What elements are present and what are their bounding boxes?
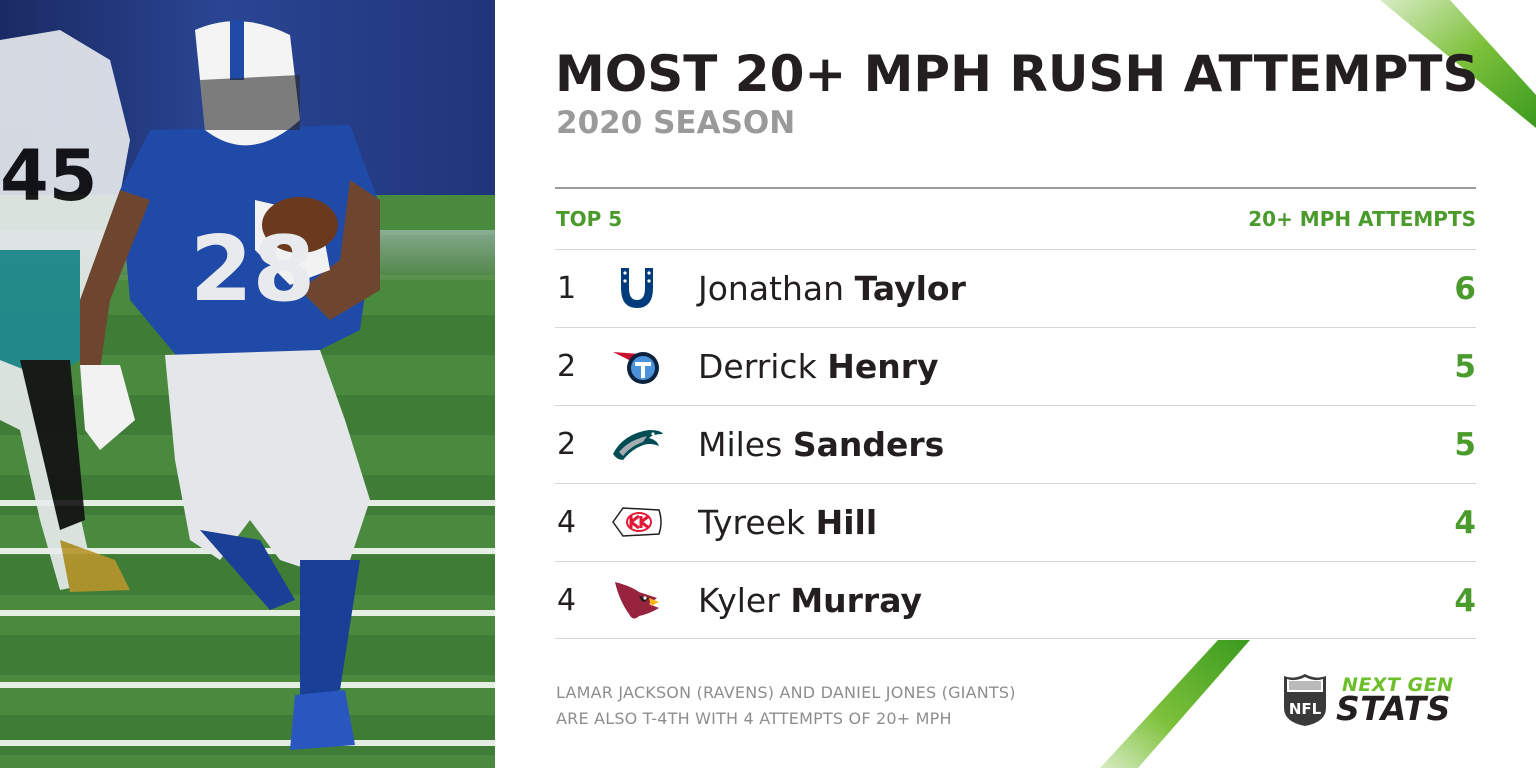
row-rank: 4	[557, 505, 577, 540]
colts-horseshoe-icon	[621, 268, 653, 308]
player-first-name: Derrick	[698, 347, 817, 386]
titans-icon	[613, 352, 659, 384]
player-last-name: Henry	[827, 347, 939, 386]
footnote-line: LAMAR JACKSON (RAVENS) AND DANIEL JONES …	[556, 683, 1016, 702]
player-name: Tyreek Hill	[698, 504, 877, 542]
player-last-name: Sanders	[792, 425, 945, 464]
brand-line-2: STATS	[1336, 689, 1451, 728]
attempts-value: 4	[1454, 505, 1476, 541]
yard-line	[0, 610, 495, 616]
yard-line	[0, 682, 495, 688]
attempts-value: 6	[1454, 271, 1476, 307]
row-rank: 4	[557, 583, 577, 618]
svg-text:NFL: NFL	[1289, 700, 1322, 718]
leaderboard-row: 4 Tyreek Hill 4	[555, 483, 1476, 561]
svg-text:28: 28	[190, 217, 315, 322]
cardinals-icon	[615, 582, 659, 619]
player-first-name: Tyreek	[698, 503, 806, 542]
column-header-attempts: 20+ MPH ATTEMPTS	[1248, 207, 1476, 231]
leaderboard-table: 1 Jonathan Taylor 6 2 Derrick Henry 5 2	[555, 249, 1476, 639]
player-name: Kyler Murray	[698, 582, 922, 620]
svg-text:45: 45	[0, 135, 97, 217]
row-rank: 2	[557, 427, 577, 462]
leaderboard-row: 1 Jonathan Taylor 6	[555, 249, 1476, 327]
player-last-name: Taylor	[854, 269, 966, 308]
leaderboard-row: 2 Derrick Henry 5	[555, 327, 1476, 405]
player-first-name: Jonathan	[698, 269, 845, 308]
next-gen-stats-logo: NFL NEXT GEN STATS	[1282, 672, 1477, 730]
player-last-name: Hill	[815, 503, 878, 542]
footnote-line: ARE ALSO T-4TH WITH 4 ATTEMPTS OF 20+ MP…	[556, 709, 952, 728]
yard-line	[0, 740, 495, 746]
row-rank: 1	[557, 271, 577, 306]
page-title: MOST 20+ MPH RUSH ATTEMPTS	[555, 45, 1479, 103]
brand-line-1: NEXT GEN	[1342, 674, 1454, 696]
column-header-rank: TOP 5	[556, 207, 623, 231]
attempts-value: 5	[1454, 349, 1476, 385]
footnote: LAMAR JACKSON (RAVENS) AND DANIEL JONES …	[556, 680, 1016, 732]
player-name: Jonathan Taylor	[698, 270, 966, 308]
row-rank: 2	[557, 349, 577, 384]
green-stripe-decoration	[1380, 0, 1536, 128]
chiefs-arrowhead-icon	[612, 507, 662, 537]
page-subtitle: 2020 SEASON	[556, 105, 796, 141]
player-first-name: Kyler	[698, 581, 780, 620]
eagles-icon	[613, 430, 663, 460]
nfl-shield-icon: NFL	[1284, 674, 1326, 726]
leaderboard-row: 2 Miles Sanders 5	[555, 405, 1476, 483]
leaderboard-row: 4 Kyler Murray 4	[555, 561, 1476, 639]
player-name: Miles Sanders	[698, 426, 944, 464]
player-photo: 45 28	[0, 0, 495, 768]
player-first-name: Miles	[698, 425, 783, 464]
player-last-name: Murray	[790, 581, 922, 620]
divider	[555, 187, 1476, 189]
green-stripe-decoration	[1100, 640, 1250, 768]
player-silhouette: 45 28	[0, 20, 380, 750]
attempts-value: 5	[1454, 427, 1476, 463]
player-name: Derrick Henry	[698, 348, 938, 386]
attempts-value: 4	[1454, 583, 1476, 619]
